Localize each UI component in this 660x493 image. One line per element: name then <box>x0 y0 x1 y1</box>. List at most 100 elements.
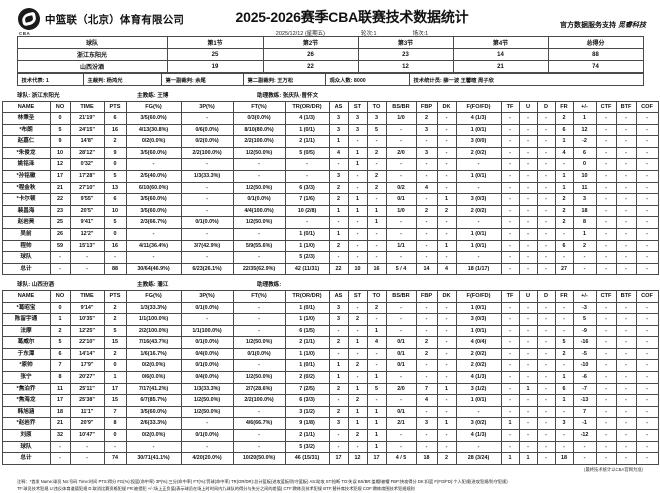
stat-cell-d: - <box>536 313 556 326</box>
stat-cell-f-fo-fd: 2 (0/2) <box>455 204 502 218</box>
stat-cell-cof: - <box>635 239 659 253</box>
stat-cell-tf: - <box>500 146 520 160</box>
stat-cell-ctf: - <box>595 324 617 338</box>
stat-cell-btf: - <box>615 193 637 206</box>
score-total: 88 <box>547 48 644 61</box>
stat-cell-: -3 <box>572 301 597 315</box>
stat-cell-: -12 <box>572 429 597 442</box>
stat-cell-pts: 16 <box>103 239 127 253</box>
stat-cell-f-fo-fd: 1 (0/1) <box>455 301 502 315</box>
stat-cell-st: 12 <box>347 452 368 465</box>
stat-cell-bs-br: 0/1 <box>385 336 417 349</box>
stat-cell-: 11 <box>572 181 597 195</box>
stat-cell-to: 5 <box>366 382 387 396</box>
team-a-coach: 主教练: 王博 <box>137 93 169 99</box>
subtitle-line: 2025/12/12 (星期五) 轮次:1 场次:1 <box>208 29 496 37</box>
stat-cell-tf: - <box>500 239 520 253</box>
player-row: 球队 - - - - - -5 (2/3) - - - - - - - - - - - - - - - <box>1 251 659 264</box>
stat-cell-fg: 2/6(33.3%) <box>125 417 182 431</box>
stat-cell-3p: 0/6(0.0%) <box>180 123 234 137</box>
stat-cell-time: 25'38" <box>69 394 105 407</box>
stat-cell-no: 18 <box>49 405 71 419</box>
stat-cell-no: 8 <box>49 371 71 384</box>
stat-cell-cof: - <box>635 135 659 148</box>
player-name-cell: *焦泊乔 <box>1 382 51 396</box>
stat-cell-fr: 2 <box>554 193 574 206</box>
col-header-dk: DK <box>436 289 457 303</box>
score-team-name: 浙江东阳光 <box>16 48 168 61</box>
stat-cell-: -16 <box>572 336 597 349</box>
stat-cell-fbp: - <box>415 216 438 230</box>
stat-cell-tr-or-dr: 1 (1/0) <box>284 313 330 326</box>
player-name-cell: 刘原 <box>1 429 51 442</box>
stat-cell-as: 17 <box>328 452 349 465</box>
stat-cell-ctf: - <box>595 251 617 264</box>
team-b-assistants: 助理教练: <box>257 282 282 289</box>
score-value: 14 <box>452 48 549 61</box>
col-header-st: ST <box>347 289 368 303</box>
stat-cell-pts: 88 <box>103 262 127 276</box>
player-row: 赵嘉仁 9 14'8" 2 0/2(0.0%) 0/2(0.0%) 2/2(100.0%) 2… <box>1 135 659 148</box>
stat-cell-fr: - <box>554 359 574 373</box>
title-block: 2025-2026赛季CBA联赛技术数据统计 2025/12/12 (星期五) … <box>208 7 496 37</box>
stat-cell-u: - <box>518 440 538 454</box>
stat-cell-tf: - <box>500 123 520 137</box>
stat-cell-btf: - <box>615 405 637 419</box>
stat-cell-pts: 8 <box>103 417 127 431</box>
stat-cell-pts: 5 <box>103 170 127 183</box>
stat-cell-no: 32 <box>49 429 71 442</box>
column-header-row: NAME NO TIME PTS FG(%) 3P(%) FT(%) TR(OR/DR) AS S… <box>1 289 659 303</box>
stat-cell-: - <box>572 452 597 465</box>
stat-cell-bs-br: - <box>385 324 417 338</box>
stat-cell-dk: - <box>436 112 457 125</box>
stat-cell-ft: 1/2(50.0%) <box>232 371 286 384</box>
stat-cell-3p: 6/23(26.1%) <box>180 262 234 276</box>
player-name-cell: 葛威尔 <box>1 336 51 349</box>
stat-cell-cof: - <box>635 262 659 276</box>
stat-cell-3p: - <box>180 440 234 454</box>
stat-cell-pts: 6 <box>103 112 127 125</box>
stat-cell-fg: 3/5(60.0%) <box>125 146 182 160</box>
stat-cell-d: - <box>536 112 556 125</box>
stat-cell-tf: - <box>500 394 520 407</box>
col-header-tf: TF <box>500 289 520 303</box>
stat-cell-time: 20'9" <box>69 417 105 431</box>
stat-cell-cof: - <box>635 405 659 419</box>
score-col-q2: 第2节 <box>262 36 359 49</box>
stat-cell-bs-br: - <box>385 301 417 315</box>
stat-cell-st: - <box>347 347 368 361</box>
stat-cell-st: 1 <box>347 382 368 396</box>
stat-cell-f-fo-fd: - <box>455 405 502 419</box>
stat-cell-3p: - <box>180 417 234 431</box>
stat-cell-: 12 <box>572 123 597 137</box>
stat-cell-fr: 6 <box>554 239 574 253</box>
stat-cell-: -5 <box>572 347 597 361</box>
stat-cell-u: - <box>518 216 538 230</box>
stat-cell-no: 26 <box>49 228 71 241</box>
stat-cell-f-fo-fd: 1 (0/1) <box>455 394 502 407</box>
stat-cell-as: - <box>328 440 349 454</box>
stat-cell-cof: - <box>635 146 659 160</box>
stat-cell-time: 12'25" <box>69 324 105 338</box>
stat-cell-u: - <box>518 135 538 148</box>
stat-cell-f-fo-fd: 4 (1/3) <box>455 429 502 442</box>
stat-cell-tf: - <box>500 359 520 373</box>
stat-cell-bs-br: 2/0 <box>385 382 417 396</box>
stat-cell-f-fo-fd: 3 (0/3) <box>455 193 502 206</box>
stat-cell-fbp: - <box>415 405 438 419</box>
stat-cell-ft: - <box>232 429 286 442</box>
stat-cell-fr: - <box>554 228 574 241</box>
stat-cell-bs-br: 1/1 <box>385 239 417 253</box>
stat-cell-u: - <box>518 347 538 361</box>
score-col-total: 总得分 <box>547 36 644 49</box>
stat-cell-as: 3 <box>328 301 349 315</box>
player-name-cell: 韩旭涵 <box>1 405 51 419</box>
stat-cell-tf: - <box>500 324 520 338</box>
col-header-f-fo-fd: F(FO/FD) <box>455 100 502 114</box>
stat-cell-: 18 <box>572 204 597 218</box>
stat-cell-no: - <box>49 440 71 454</box>
stat-cell-u: - <box>518 336 538 349</box>
stat-cell-as: 2 <box>328 239 349 253</box>
stat-cell-st: - <box>347 301 368 315</box>
stat-cell-: -10 <box>572 359 597 373</box>
